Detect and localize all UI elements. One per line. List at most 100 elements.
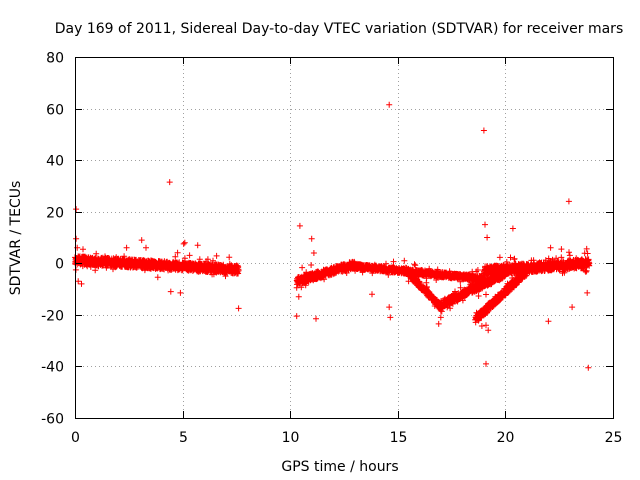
data-point xyxy=(73,235,80,242)
y-tick-label: -60 xyxy=(41,412,64,428)
data-point xyxy=(174,249,181,256)
data-point xyxy=(177,289,184,296)
data-point xyxy=(293,313,300,320)
x-tick-label: 15 xyxy=(390,430,408,446)
data-point xyxy=(412,262,419,269)
data-point xyxy=(474,267,481,273)
data-point xyxy=(558,246,565,253)
data-point xyxy=(213,252,220,259)
data-point xyxy=(308,235,315,242)
data-point xyxy=(566,249,572,256)
data-point xyxy=(138,237,145,244)
data-point xyxy=(496,254,503,261)
data-point xyxy=(504,288,511,295)
y-tick-label: 80 xyxy=(46,51,64,67)
data-point xyxy=(167,288,174,295)
data-point xyxy=(435,320,442,327)
data-point xyxy=(401,257,408,264)
y-tick-label: 20 xyxy=(46,206,64,222)
data-point xyxy=(123,244,130,251)
y-tick-label: 40 xyxy=(46,154,64,170)
data-point xyxy=(78,280,85,287)
x-tick-label: 5 xyxy=(179,430,188,446)
data-point xyxy=(172,253,179,260)
x-tick-label: 0 xyxy=(71,430,80,446)
x-axis-tick-labels: 0 5 10 15 20 25 xyxy=(71,430,622,446)
data-point xyxy=(488,278,495,285)
data-point xyxy=(154,274,161,281)
data-point xyxy=(469,276,476,283)
data-point xyxy=(483,291,489,298)
y-axis-tick-labels: -60 -40 -20 0 20 40 60 80 xyxy=(41,51,64,428)
data-point xyxy=(387,314,394,321)
data-point xyxy=(584,289,591,296)
data-point xyxy=(166,179,173,186)
data-point xyxy=(93,250,100,257)
data-point xyxy=(181,239,188,246)
data-point xyxy=(569,304,576,311)
data-point xyxy=(583,245,590,252)
x-tick-label: 20 xyxy=(497,430,515,446)
data-point xyxy=(547,244,554,251)
data-point xyxy=(566,252,573,259)
data-point xyxy=(517,273,524,280)
data-point xyxy=(295,293,302,300)
plot-frame xyxy=(75,57,614,419)
data-point xyxy=(313,315,319,322)
data-point xyxy=(92,267,99,274)
data-point xyxy=(390,258,397,265)
data-point xyxy=(482,221,488,228)
y-tick-label: 60 xyxy=(46,103,64,119)
data-point xyxy=(405,278,412,285)
data-points xyxy=(72,101,593,371)
data-point xyxy=(235,305,242,312)
data-point xyxy=(565,198,572,205)
data-point xyxy=(80,246,86,253)
data-point xyxy=(545,318,552,325)
data-point xyxy=(321,276,328,283)
data-point xyxy=(472,275,479,282)
data-point xyxy=(478,323,485,329)
data-point xyxy=(386,101,393,108)
data-point xyxy=(584,250,591,257)
data-point xyxy=(480,127,487,134)
data-point xyxy=(143,244,149,251)
data-point xyxy=(75,278,82,285)
data-point xyxy=(459,297,466,304)
y-tick-label: -40 xyxy=(41,360,64,376)
data-point xyxy=(235,267,242,274)
y-axis-label: SDTVAR / TECUs xyxy=(8,181,24,296)
data-point xyxy=(484,234,491,241)
data-point xyxy=(308,262,315,268)
data-point xyxy=(586,260,593,267)
data-point xyxy=(447,305,454,312)
data-point xyxy=(485,327,492,334)
y-tick-label: 0 xyxy=(55,257,64,273)
data-point xyxy=(299,264,306,271)
x-axis-label: GPS time / hours xyxy=(281,459,398,475)
x-tick-label: 10 xyxy=(282,430,300,446)
data-point xyxy=(457,284,464,291)
data-point xyxy=(507,254,514,261)
data-point xyxy=(409,266,416,273)
x-tick-label: 25 xyxy=(605,430,623,446)
axes xyxy=(75,57,614,419)
data-point xyxy=(411,269,418,276)
data-point xyxy=(475,293,482,299)
chart-title: Day 169 of 2011, Sidereal Day-to-day VTE… xyxy=(55,21,623,37)
data-point xyxy=(204,256,211,263)
data-point xyxy=(386,304,393,311)
data-point xyxy=(296,222,303,229)
data-point xyxy=(310,250,317,256)
data-point xyxy=(558,254,565,261)
data-point xyxy=(582,269,589,275)
data-point xyxy=(73,206,80,213)
data-point xyxy=(483,322,489,329)
data-point xyxy=(180,240,187,247)
y-tick-label: -20 xyxy=(41,309,64,325)
data-point xyxy=(483,360,489,367)
data-point xyxy=(369,291,375,298)
data-point xyxy=(194,242,201,249)
